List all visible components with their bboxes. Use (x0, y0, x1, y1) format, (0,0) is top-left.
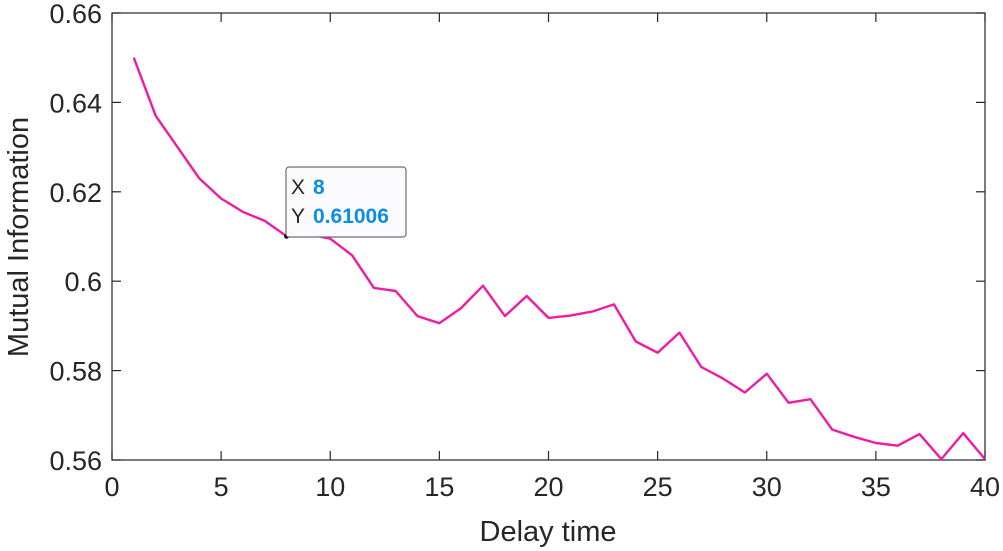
x-tick-label: 0 (104, 472, 119, 502)
x-tick-label: 20 (533, 472, 563, 502)
x-tick-label: 25 (643, 472, 673, 502)
datatip-x-value: 8 (313, 176, 325, 199)
y-tick-label: 0.58 (49, 357, 102, 387)
y-tick-label: 0.56 (49, 446, 102, 476)
x-axis-title: Delay time (480, 516, 617, 548)
x-tick-label: 15 (424, 472, 454, 502)
x-tick-label: 10 (315, 472, 345, 502)
y-axis-ticks: 0.56 0.58 0.6 0.62 0.64 0.66 (49, 0, 985, 476)
y-tick-label: 0.66 (49, 0, 102, 29)
datatip-y-key: Y (291, 205, 305, 228)
plot-area (111, 12, 986, 461)
datatip-y-value: 0.61006 (313, 205, 389, 228)
x-tick-label: 5 (214, 472, 229, 502)
datatip-x-key: X (291, 176, 305, 199)
x-tick-label: 40 (970, 472, 1000, 502)
y-tick-label: 0.6 (64, 267, 102, 297)
datatip-box (285, 166, 407, 238)
x-tick-label: 30 (752, 472, 782, 502)
y-tick-label: 0.62 (49, 178, 102, 208)
datatip[interactable]: X 8 Y 0.61006 (285, 166, 407, 238)
x-tick-label: 35 (861, 472, 891, 502)
y-axis-title: Mutual Information (3, 117, 35, 357)
y-tick-label: 0.64 (49, 88, 102, 118)
mutual-information-line (132, 57, 986, 461)
x-axis-ticks: 0 5 10 15 20 25 30 35 40 (104, 13, 1000, 502)
